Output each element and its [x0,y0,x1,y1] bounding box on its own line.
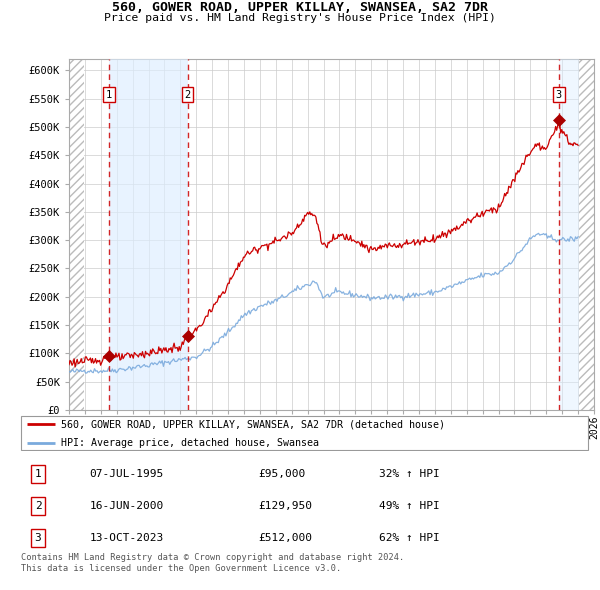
Text: 32% ↑ HPI: 32% ↑ HPI [379,469,440,478]
Text: Contains HM Land Registry data © Crown copyright and database right 2024.
This d: Contains HM Land Registry data © Crown c… [21,553,404,573]
Text: HPI: Average price, detached house, Swansea: HPI: Average price, detached house, Swan… [61,438,319,448]
Text: £95,000: £95,000 [259,469,306,478]
Text: 62% ↑ HPI: 62% ↑ HPI [379,533,440,543]
Text: 3: 3 [556,90,562,100]
Bar [559,59,580,410]
Text: 2: 2 [185,90,191,100]
Text: 1: 1 [35,469,41,478]
Bar [69,59,83,410]
Text: 49% ↑ HPI: 49% ↑ HPI [379,501,440,511]
FancyBboxPatch shape [21,416,588,450]
Text: 1: 1 [106,90,112,100]
Text: 560, GOWER ROAD, UPPER KILLAY, SWANSEA, SA2 7DR: 560, GOWER ROAD, UPPER KILLAY, SWANSEA, … [112,1,488,14]
Text: 13-OCT-2023: 13-OCT-2023 [89,533,164,543]
Bar [109,59,188,410]
Text: 16-JUN-2000: 16-JUN-2000 [89,501,164,511]
Text: 2: 2 [35,501,41,511]
Text: 560, GOWER ROAD, UPPER KILLAY, SWANSEA, SA2 7DR (detached house): 560, GOWER ROAD, UPPER KILLAY, SWANSEA, … [61,419,445,430]
Text: 3: 3 [35,533,41,543]
Text: £512,000: £512,000 [259,533,313,543]
Text: £129,950: £129,950 [259,501,313,511]
Text: 07-JUL-1995: 07-JUL-1995 [89,469,164,478]
Bar [580,59,594,410]
Text: Price paid vs. HM Land Registry's House Price Index (HPI): Price paid vs. HM Land Registry's House … [104,13,496,23]
